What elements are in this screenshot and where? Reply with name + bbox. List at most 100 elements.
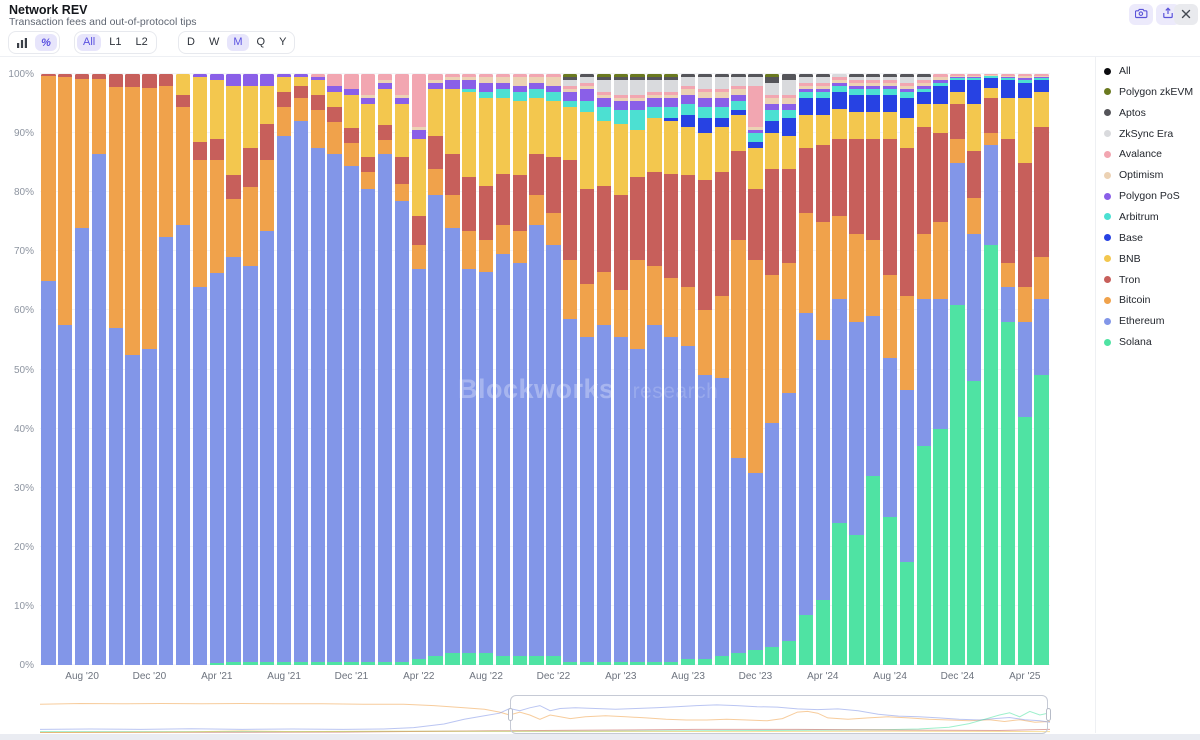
segment-bitcoin[interactable] bbox=[596, 272, 612, 326]
bar-aug20[interactable] bbox=[74, 74, 90, 665]
segment-bitcoin[interactable] bbox=[731, 239, 746, 459]
segment-bitcoin[interactable] bbox=[209, 160, 224, 274]
segment-avalanche[interactable] bbox=[361, 74, 376, 95]
segment-avalanche[interactable] bbox=[445, 74, 460, 77]
segment-polygon-pos[interactable] bbox=[849, 85, 864, 89]
segment-polygon-pos[interactable] bbox=[664, 97, 679, 107]
segment-solana[interactable] bbox=[327, 662, 342, 665]
bar-jun24[interactable] bbox=[849, 74, 864, 665]
segment-polygon-pos[interactable] bbox=[916, 85, 931, 89]
segment-polygon-zkevm[interactable] bbox=[563, 74, 578, 77]
segment-bitcoin[interactable] bbox=[192, 160, 208, 287]
segment-bitcoin[interactable] bbox=[41, 75, 56, 281]
segment-arbitrum[interactable] bbox=[563, 100, 578, 107]
segment-ethereum[interactable] bbox=[1017, 322, 1032, 417]
screenshot-button[interactable] bbox=[1129, 4, 1153, 25]
bar-dec22[interactable] bbox=[546, 74, 561, 665]
segment-bitcoin[interactable] bbox=[529, 195, 544, 225]
segment-optimism[interactable] bbox=[394, 94, 410, 98]
segment-avalanche[interactable] bbox=[546, 74, 561, 77]
segment-solana[interactable] bbox=[731, 653, 746, 665]
bar-nov24[interactable] bbox=[933, 74, 948, 665]
segment-tron[interactable] bbox=[41, 74, 56, 76]
segment-solana[interactable] bbox=[899, 561, 915, 665]
segment-aptos[interactable] bbox=[630, 77, 645, 80]
segment-tron[interactable] bbox=[697, 180, 713, 311]
segment-polygon-pos[interactable] bbox=[563, 91, 578, 101]
segment-bitcoin[interactable] bbox=[361, 172, 376, 190]
segment-bitcoin[interactable] bbox=[680, 286, 696, 346]
segment-bitcoin[interactable] bbox=[377, 139, 393, 154]
bar-may24[interactable] bbox=[832, 74, 847, 665]
segment-base[interactable] bbox=[967, 79, 982, 104]
segment-solana[interactable] bbox=[950, 304, 965, 665]
segment-tron[interactable] bbox=[596, 186, 612, 272]
segment-bitcoin[interactable] bbox=[664, 277, 679, 337]
segment-ethereum[interactable] bbox=[478, 272, 494, 654]
segment-ethereum[interactable] bbox=[613, 337, 628, 663]
segment-ethereum[interactable] bbox=[428, 195, 443, 657]
bar-jun22[interactable] bbox=[445, 74, 460, 665]
bar-nov23[interactable] bbox=[731, 74, 746, 665]
legend-item-arbitrum[interactable]: Arbitrum bbox=[1104, 208, 1159, 226]
bar-dec24[interactable] bbox=[950, 74, 965, 665]
segment-base[interactable] bbox=[849, 94, 864, 113]
segment-polygon-pos[interactable] bbox=[950, 77, 965, 79]
segment-ethereum[interactable] bbox=[967, 233, 982, 382]
segment-solana[interactable] bbox=[310, 662, 325, 665]
segment-polygon-pos[interactable] bbox=[310, 77, 325, 80]
bar-sep21[interactable] bbox=[293, 74, 309, 665]
segment-avalanche[interactable] bbox=[344, 74, 359, 89]
segment-polygon-pos[interactable] bbox=[579, 88, 595, 101]
segment-optimism[interactable] bbox=[714, 91, 729, 98]
segment-avalanche[interactable] bbox=[849, 79, 864, 83]
segment-polygon-pos[interactable] bbox=[697, 97, 713, 107]
segment-tron[interactable] bbox=[849, 139, 864, 234]
segment-zksync-era[interactable] bbox=[563, 79, 578, 86]
segment-solana[interactable] bbox=[209, 663, 224, 665]
segment-aptos[interactable] bbox=[579, 74, 595, 77]
segment-bnb[interactable] bbox=[983, 87, 999, 98]
segment-solana[interactable] bbox=[1000, 322, 1016, 665]
segment-bitcoin[interactable] bbox=[108, 87, 123, 329]
segment-polygon-pos[interactable] bbox=[327, 85, 342, 92]
segment-tron[interactable] bbox=[579, 189, 595, 284]
segment-base[interactable] bbox=[1034, 79, 1049, 92]
segment-ethereum[interactable] bbox=[361, 189, 376, 663]
segment-ethereum[interactable] bbox=[579, 337, 595, 663]
segment-bnb[interactable] bbox=[1000, 97, 1016, 140]
segment-zksync-era[interactable] bbox=[714, 77, 729, 89]
bar-nov22[interactable] bbox=[529, 74, 544, 665]
segment-bnb[interactable] bbox=[563, 106, 578, 160]
segment-optimism[interactable] bbox=[832, 79, 847, 83]
segment-arbitrum[interactable] bbox=[765, 109, 780, 122]
segment-arbitrum[interactable] bbox=[495, 88, 511, 98]
bar-may23[interactable] bbox=[630, 74, 645, 665]
legend-item-aptos[interactable]: Aptos bbox=[1104, 104, 1146, 122]
segment-bitcoin[interactable] bbox=[411, 245, 426, 270]
segment-solana[interactable] bbox=[832, 523, 847, 665]
segment-ethereum[interactable] bbox=[293, 121, 309, 663]
segment-polygon-pos[interactable] bbox=[361, 97, 376, 104]
segment-base[interactable] bbox=[933, 85, 948, 104]
segment-arbitrum[interactable] bbox=[781, 109, 797, 119]
segment-arbitrum[interactable] bbox=[613, 109, 628, 125]
segment-polygon-pos[interactable] bbox=[899, 88, 915, 92]
segment-tron[interactable] bbox=[546, 156, 561, 213]
bar-chart-icon[interactable] bbox=[11, 34, 33, 51]
segment-polygon-pos[interactable] bbox=[630, 100, 645, 110]
segment-optimism[interactable] bbox=[546, 77, 561, 86]
bar-jun23[interactable] bbox=[647, 74, 662, 665]
segment-avalanche[interactable] bbox=[967, 74, 982, 76]
segment-solana[interactable] bbox=[882, 517, 898, 665]
bar-jul20[interactable] bbox=[58, 74, 73, 665]
percent-view-icon[interactable]: % bbox=[35, 34, 57, 51]
segment-bnb[interactable] bbox=[478, 97, 494, 187]
segment-tron[interactable] bbox=[967, 150, 982, 199]
segment-polygon-pos[interactable] bbox=[933, 79, 948, 83]
segment-polygon-pos[interactable] bbox=[192, 74, 208, 77]
segment-ethereum[interactable] bbox=[529, 224, 544, 657]
segment-bitcoin[interactable] bbox=[1034, 257, 1049, 299]
segment-bnb[interactable] bbox=[765, 133, 780, 169]
segment-solana[interactable] bbox=[563, 662, 578, 665]
